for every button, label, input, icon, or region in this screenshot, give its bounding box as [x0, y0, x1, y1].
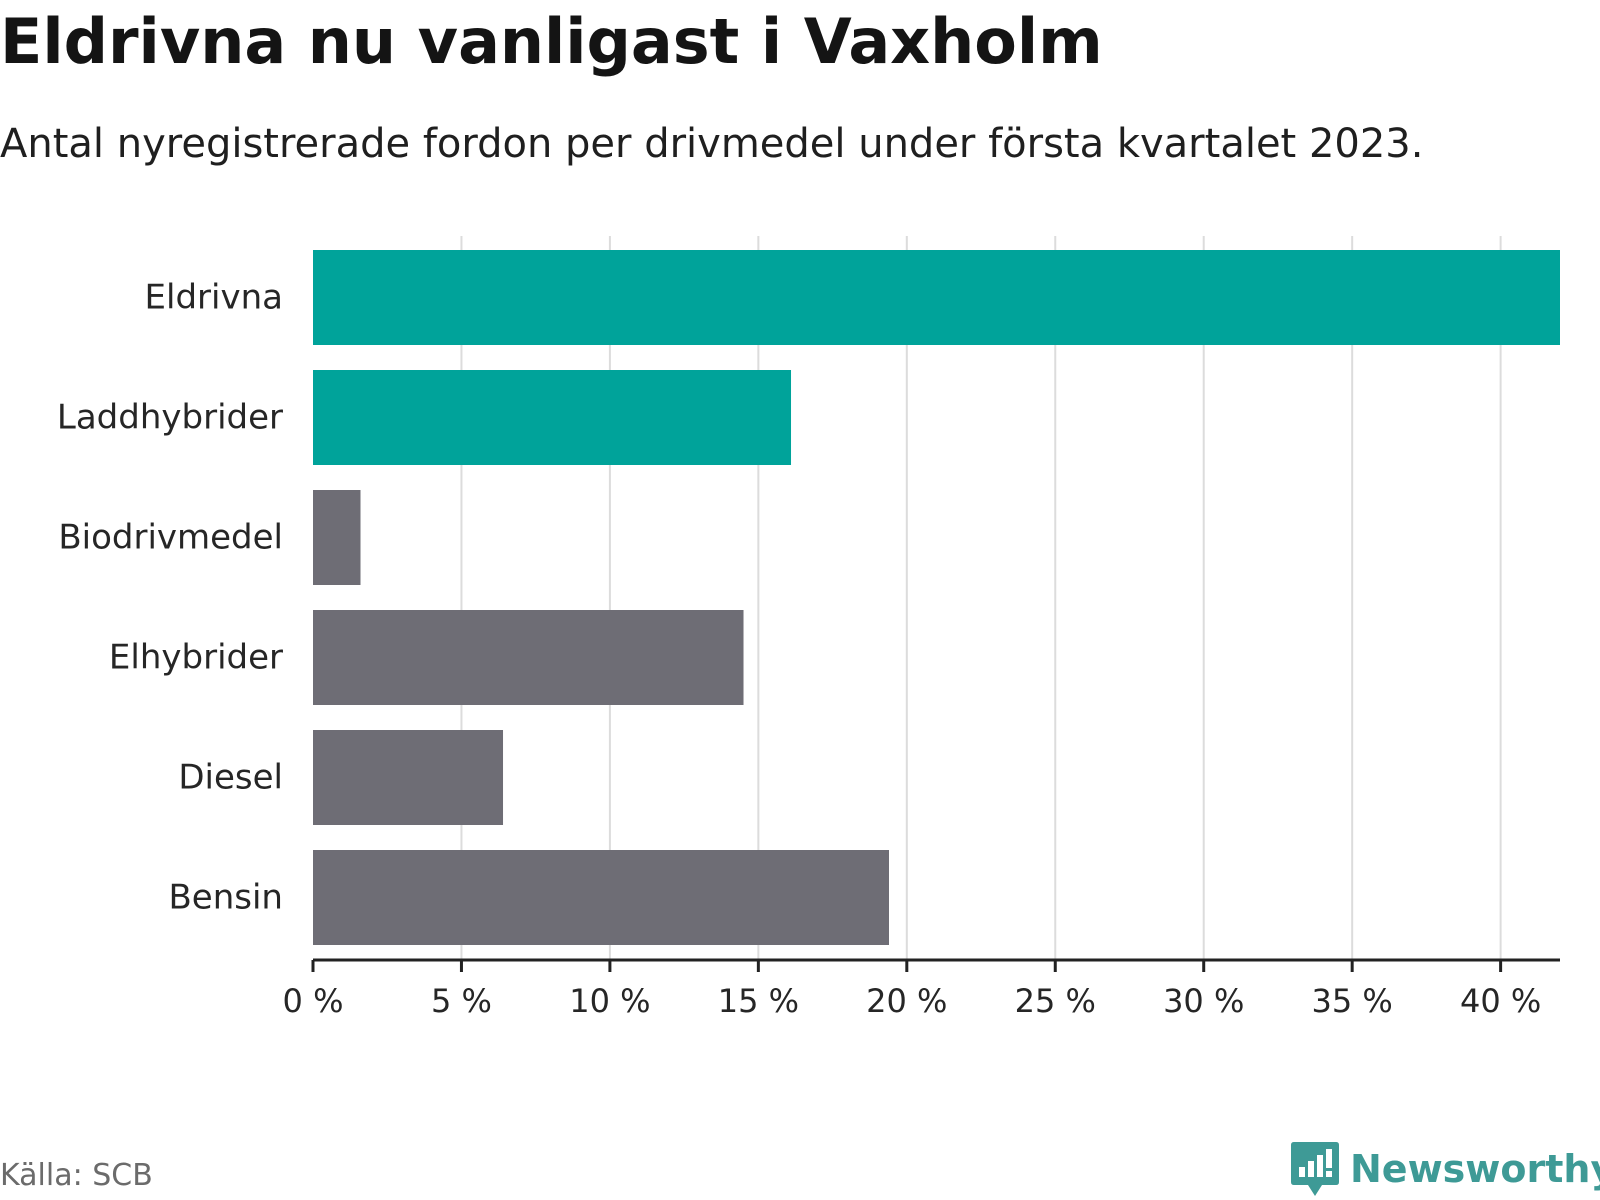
bars: [313, 250, 1560, 945]
bar-laddhybrider[interactable]: [313, 370, 791, 465]
category-label: Diesel: [178, 758, 283, 798]
bar-biodrivmedel[interactable]: [313, 490, 361, 585]
source-note: Källa: SCB: [0, 1158, 153, 1193]
brand-logo[interactable]: Newsworthy: [1290, 1140, 1600, 1198]
bar-diesel[interactable]: [313, 730, 503, 825]
category-label: Laddhybrider: [57, 398, 283, 438]
x-tick-label: 0 %: [283, 982, 344, 1020]
x-tick-label: 35 %: [1312, 982, 1393, 1020]
category-labels: Eldrivna Laddhybrider Biodrivmedel Elhybrid…: [57, 278, 283, 918]
bar-chart: Eldrivna Laddhybrider Biodrivmedel Elhybrid…: [0, 0, 1600, 1100]
x-tick-label: 40 %: [1460, 982, 1541, 1020]
category-label: Elhybrider: [109, 638, 283, 678]
x-tick-label: 25 %: [1015, 982, 1096, 1020]
category-label: Bensin: [168, 878, 283, 918]
x-axis: 0 % 5 % 10 % 15 % 20 % 25 % 30 % 35 % 40 %: [283, 960, 1560, 1020]
x-tick-label: 30 %: [1163, 982, 1244, 1020]
brand-name: Newsworthy: [1350, 1147, 1600, 1191]
category-label: Eldrivna: [145, 278, 283, 318]
bar-bensin[interactable]: [313, 850, 889, 945]
category-label: Biodrivmedel: [58, 518, 283, 558]
x-tick-label: 5 %: [431, 982, 492, 1020]
bar-elhybrider[interactable]: [313, 610, 744, 705]
newsworthy-logo-icon: [1290, 1140, 1340, 1198]
x-tick-label: 10 %: [569, 982, 650, 1020]
bar-eldrivna[interactable]: [313, 250, 1560, 345]
x-tick-label: 15 %: [718, 982, 799, 1020]
x-tick-label: 20 %: [866, 982, 947, 1020]
